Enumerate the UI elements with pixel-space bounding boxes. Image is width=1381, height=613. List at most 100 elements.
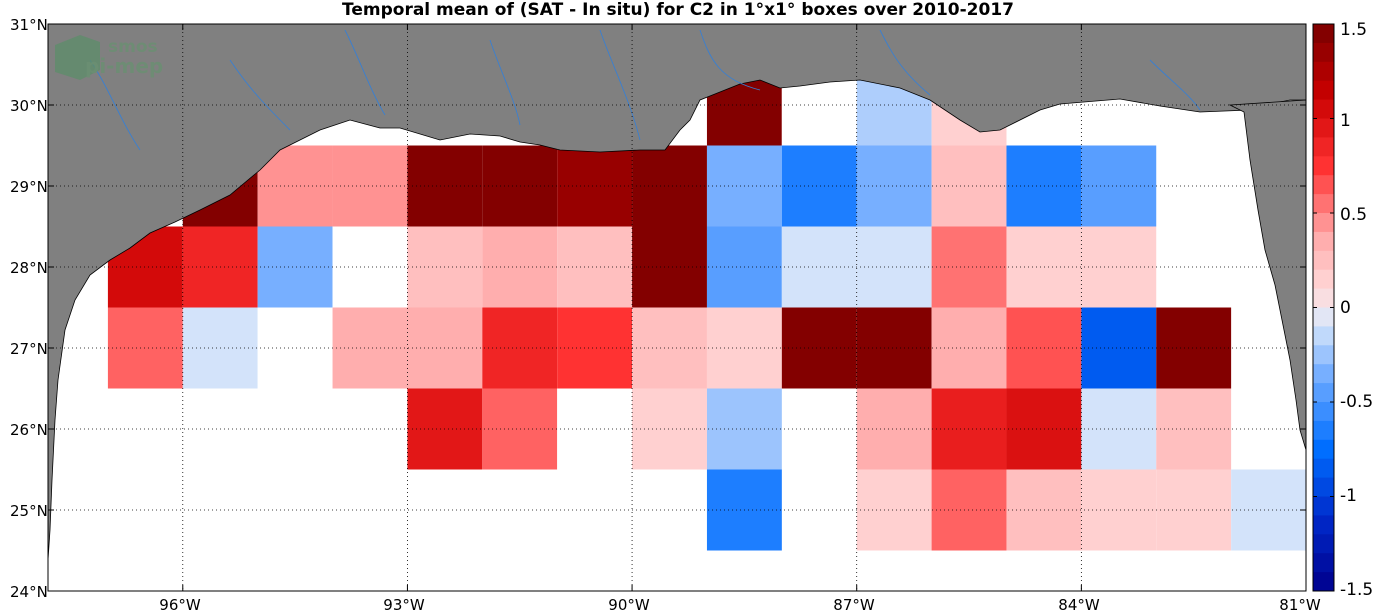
colorbar-segment [1313, 156, 1334, 176]
grid-cell [557, 307, 633, 389]
colorbar-segment [1313, 402, 1334, 422]
grid-cell [632, 145, 707, 227]
colorbar-segment [1313, 288, 1334, 308]
lat-label: 29°N [10, 178, 48, 196]
grid-cell [107, 307, 183, 389]
lon-label: 90°W [608, 596, 650, 613]
colorbar-segment [1313, 534, 1334, 554]
grid-cell [856, 388, 932, 470]
chart-title: Temporal mean of (SAT - In situ) for C2 … [342, 0, 1014, 20]
lat-label: 30°N [10, 97, 48, 115]
logo-text-line2: pi-mep [85, 54, 163, 78]
colorbar-segment [1313, 458, 1334, 479]
grid-cell [1006, 469, 1082, 551]
lat-label: 24°N [10, 583, 48, 601]
grid-cell [332, 145, 408, 227]
grid-cell [1081, 469, 1157, 551]
grid-cell [781, 307, 857, 389]
lon-label: 84°W [1058, 596, 1100, 613]
colorbar-segment [1313, 61, 1334, 82]
grid-cell [1081, 145, 1157, 227]
grid-cell [632, 226, 707, 308]
grid-cell [632, 388, 707, 470]
colorbar-tick-label: -1.5 [1340, 580, 1373, 600]
grid-cell [482, 145, 558, 227]
lat-label: 28°N [10, 259, 48, 277]
colorbar-segment [1313, 137, 1334, 157]
lat-label: 25°N [10, 502, 48, 520]
grid-cell [781, 226, 857, 308]
colorbar-segment [1313, 250, 1334, 271]
colorbar-segment [1313, 553, 1334, 573]
colorbar-tick-label: 0.5 [1340, 205, 1367, 225]
colorbar-segment [1313, 326, 1334, 346]
colorbar-segment [1313, 194, 1334, 214]
graticule [48, 24, 1306, 591]
lon-label: 87°W [833, 596, 875, 613]
grid-cell [632, 307, 707, 389]
grid-cell [1156, 307, 1232, 389]
grid-cell [482, 307, 558, 389]
colorbar-segment [1313, 99, 1334, 119]
grid-cell [931, 226, 1007, 308]
logo-text-line1: smos [108, 37, 158, 57]
colorbar-segment [1313, 420, 1334, 441]
colorbar-segment [1313, 383, 1334, 403]
grid-cell [931, 307, 1007, 389]
colorbar-segment [1313, 80, 1334, 101]
grid-cell [482, 226, 558, 308]
grid-cell [856, 469, 932, 551]
grid-cell [332, 307, 408, 389]
colorbar-segment [1313, 213, 1334, 233]
colorbar-tick-label: -0.5 [1340, 392, 1373, 412]
colorbar [1313, 24, 1334, 592]
grid-cell [557, 226, 633, 308]
colorbar-segment [1313, 307, 1334, 327]
lon-label: 81°W [1279, 596, 1321, 613]
colorbar-tick-label: 1 [1340, 111, 1351, 131]
colorbar-segment [1313, 515, 1334, 535]
grid-cell [1156, 388, 1232, 470]
colorbar-segment [1313, 364, 1334, 384]
colorbar-segment [1313, 42, 1334, 63]
grid-cell [931, 145, 1007, 227]
colorbar-tick-label: -1 [1340, 486, 1357, 506]
grid-cell [1156, 469, 1232, 551]
colorbar-segment [1313, 269, 1334, 290]
map-frame [47, 23, 1307, 592]
lat-label: 27°N [10, 340, 48, 358]
colorbar-ticks [1313, 23, 1334, 592]
colorbar-segment [1313, 572, 1334, 592]
grid-cell [931, 469, 1007, 551]
grid-cell [856, 226, 932, 308]
colorbar-tick-label: 0 [1340, 298, 1351, 318]
grid-cell [1081, 388, 1157, 470]
lon-label: 96°W [159, 596, 201, 613]
colorbar-segment [1313, 231, 1334, 252]
grid-cell [931, 388, 1007, 470]
logo: smos pi-mep [55, 35, 163, 80]
colorbar-segment [1313, 496, 1334, 516]
colorbar-segment [1313, 345, 1334, 365]
colorbar-segment [1313, 118, 1334, 138]
lat-label: 31°N [10, 16, 48, 34]
axis-ticks [48, 23, 1307, 592]
grid-cell [332, 226, 408, 308]
grid-cell [1006, 388, 1082, 470]
grid-cell [557, 145, 633, 227]
colorbar-segment [1313, 439, 1334, 460]
grid-cell [1006, 145, 1082, 227]
grid-cell [781, 145, 857, 227]
grid-cell [1081, 307, 1157, 389]
colorbar-segment [1313, 175, 1334, 195]
grid-cell [1081, 226, 1157, 308]
rivers [89, 29, 1201, 151]
colorbar-tick-label: 1.5 [1340, 20, 1367, 40]
grid-cell [856, 307, 932, 389]
colorbar-segment [1313, 477, 1334, 497]
grid-cell [1006, 226, 1082, 308]
grid-cell [1006, 307, 1082, 389]
lat-label: 26°N [10, 421, 48, 439]
lon-label: 93°W [383, 596, 425, 613]
